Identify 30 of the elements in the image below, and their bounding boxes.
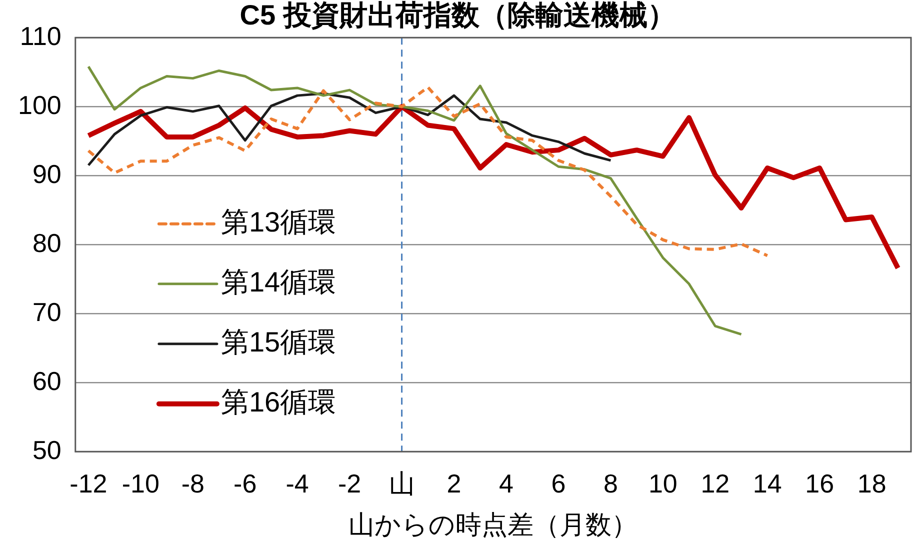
legend-label: 第13循環 <box>220 206 336 238</box>
legend-label: 第14循環 <box>220 266 336 298</box>
legend-label: 第16循環 <box>220 386 336 418</box>
x-tick-label: 山 <box>388 468 415 498</box>
x-tick-label: -4 <box>286 468 309 498</box>
x-tick-label: 8 <box>603 468 618 498</box>
x-tick-label: -10 <box>122 468 160 498</box>
y-tick-label: 100 <box>18 90 62 120</box>
x-tick-label: -6 <box>234 468 257 498</box>
y-tick-label: 50 <box>32 434 62 465</box>
x-tick-label: -2 <box>338 468 362 498</box>
x-tick-label: -8 <box>181 468 204 498</box>
y-tick-label: 110 <box>20 20 62 51</box>
y-tick-label: 80 <box>32 228 62 258</box>
y-tick-label: 70 <box>32 296 62 327</box>
x-tick-label: 2 <box>446 468 462 498</box>
x-tick-label: 14 <box>752 468 782 498</box>
y-tick-label: 90 <box>32 158 62 189</box>
legend-label: 第15循環 <box>220 326 336 358</box>
y-tick-label: 60 <box>32 366 62 396</box>
x-tick-label: 16 <box>805 468 834 498</box>
x-tick-label: 18 <box>857 468 886 498</box>
x-tick-label: 4 <box>499 468 514 498</box>
x-tick-label: 6 <box>551 468 566 498</box>
x-axis-title: 山からの時点差（月数） <box>348 510 638 540</box>
line-series <box>86 86 769 258</box>
x-tick-label: 10 <box>648 468 678 498</box>
x-tick-label: -12 <box>70 468 108 498</box>
x-tick-label: 12 <box>700 468 730 498</box>
chart-title: C5 投資財出荷指数（除輸送機械） <box>240 0 676 31</box>
